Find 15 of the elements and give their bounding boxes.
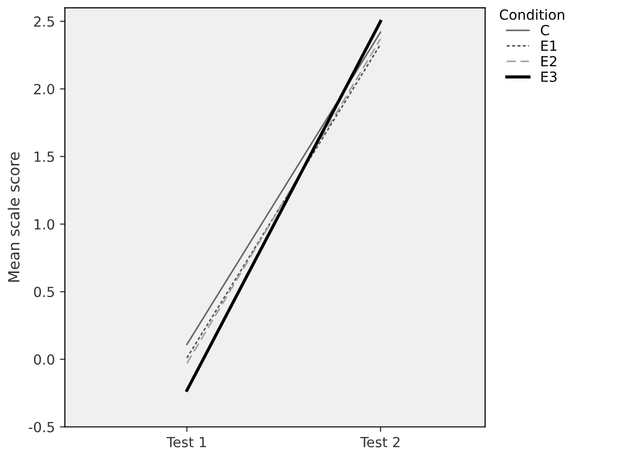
y-tick-label: 2.5 <box>34 16 54 27</box>
legend-label: E2 <box>541 56 556 66</box>
y-tick-label: 0.0 <box>34 354 54 365</box>
y-tick-label: 1.5 <box>34 152 54 162</box>
x-tick-label: Test 1 <box>166 437 206 448</box>
y-tick-label: 2.0 <box>34 84 54 94</box>
x-tick-label: Test 2 <box>360 436 400 448</box>
y-tick-label: -0.5 <box>28 422 54 432</box>
legend-label: E1 <box>541 40 556 51</box>
legend-label: C <box>540 24 549 36</box>
y-tick-label: 1.0 <box>34 219 54 230</box>
legend-title: Condition <box>500 9 564 20</box>
y-axis-title: Mean scale score <box>8 152 20 282</box>
y-tick-label: 0.5 <box>34 286 54 298</box>
legend-label: E3 <box>541 71 557 82</box>
